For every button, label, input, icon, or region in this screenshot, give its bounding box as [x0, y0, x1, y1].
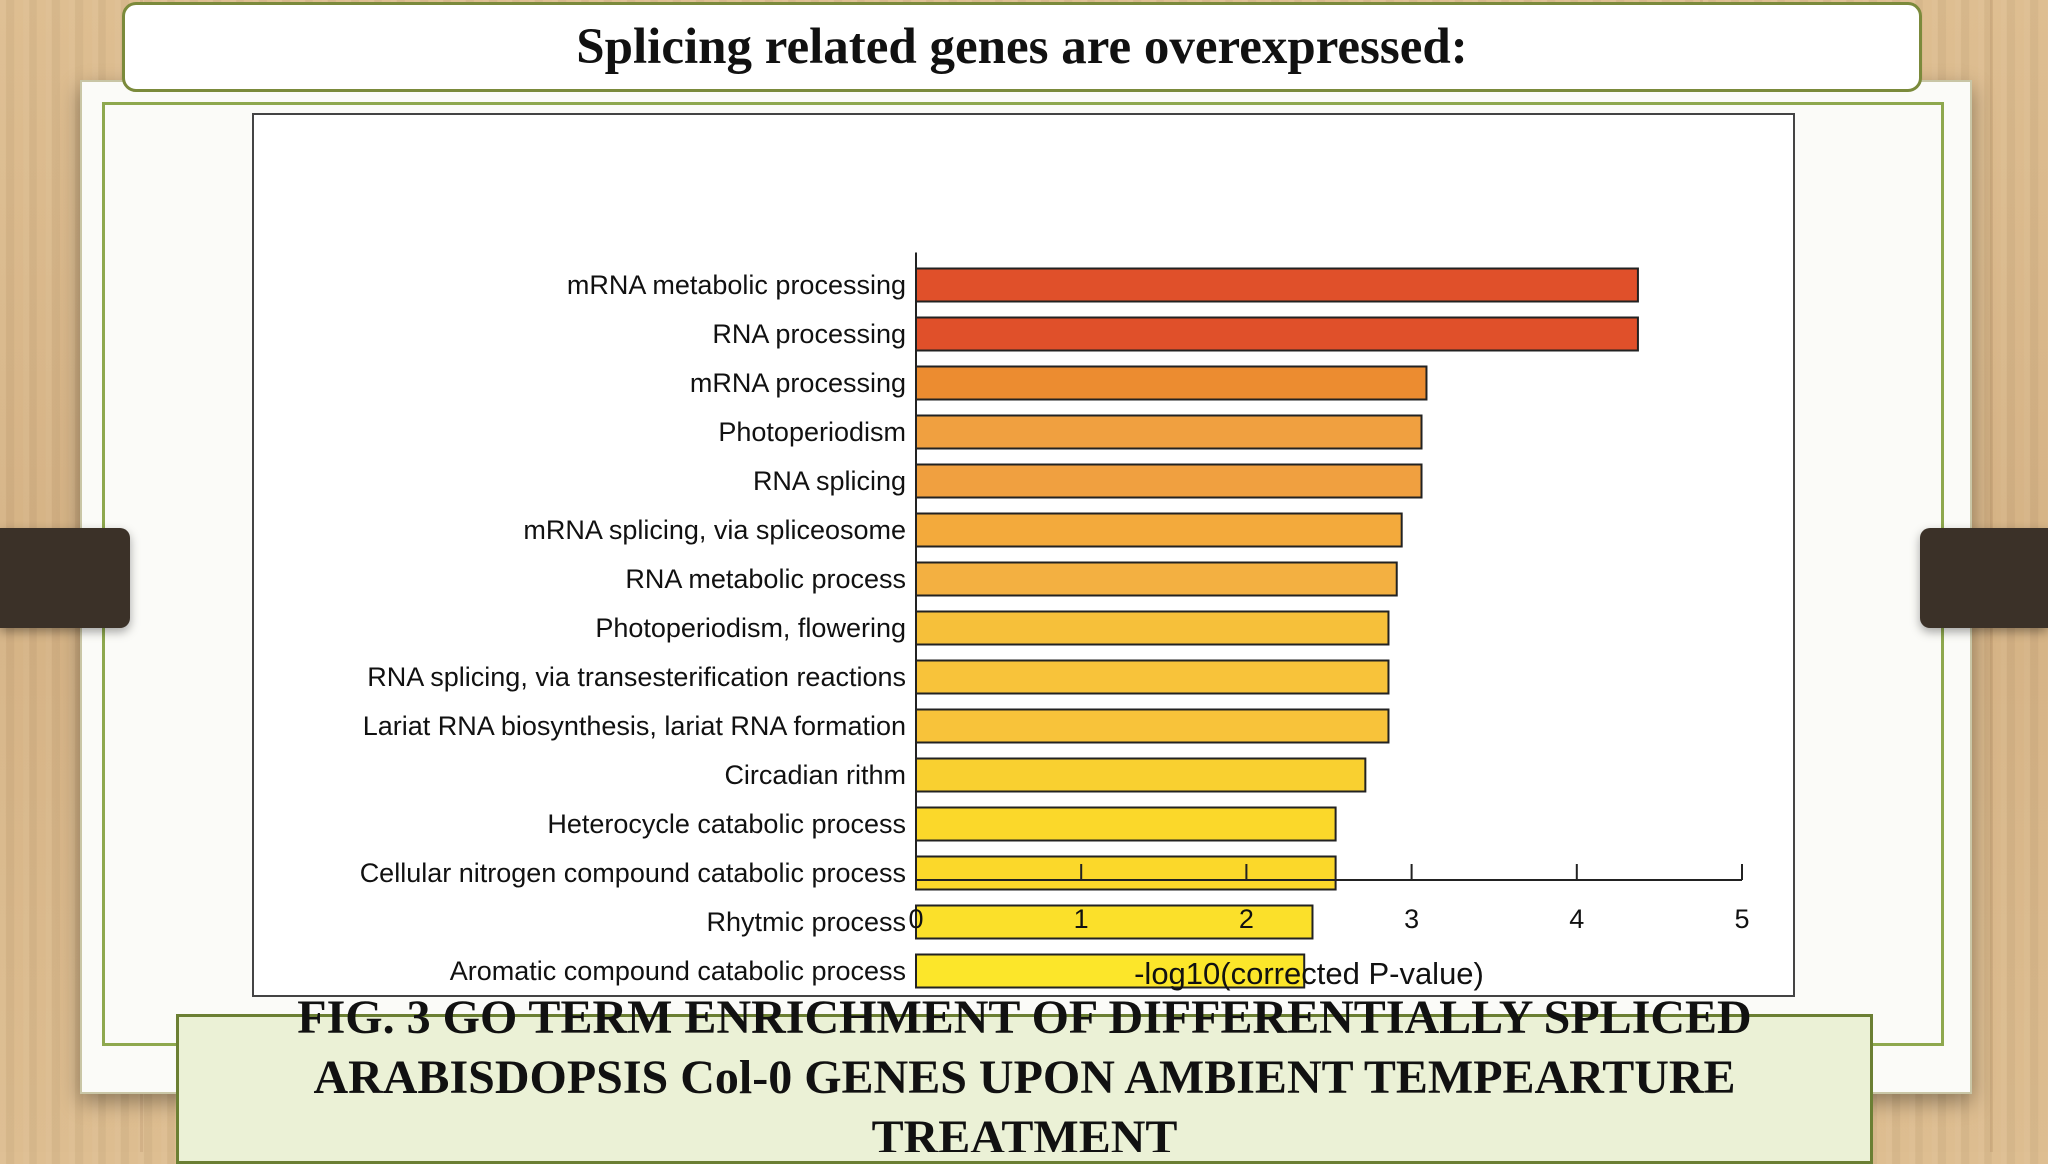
- category-label: Heterocycle catabolic process: [547, 809, 906, 839]
- x-tick-label: 4: [1569, 904, 1584, 934]
- bar: [915, 953, 1306, 989]
- category-label: RNA splicing: [753, 466, 906, 496]
- slide-title-box: Splicing related genes are overexpressed…: [122, 2, 1922, 92]
- bar: [915, 708, 1390, 744]
- go-enrichment-bar-chart: mRNA metabolic processing RNA processing m…: [360, 252, 1750, 991]
- caption-box: [176, 1014, 1873, 1164]
- x-tick-label: 0: [908, 904, 923, 934]
- bar: [915, 512, 1403, 548]
- category-label: RNA metabolic process: [625, 564, 906, 594]
- category-label: Lariat RNA biosynthesis, lariat RNA form…: [363, 711, 906, 741]
- bar: [915, 267, 1639, 303]
- category-label: Photoperiodism: [718, 417, 906, 447]
- bar: [915, 610, 1390, 646]
- category-label: mRNA processing: [690, 368, 906, 398]
- category-label: RNA splicing, via transesterification re…: [367, 662, 906, 692]
- bar: [915, 463, 1423, 499]
- bar: [915, 855, 1337, 891]
- bar: [915, 561, 1398, 597]
- category-label: Photoperiodism, flowering: [595, 613, 906, 643]
- slide-title: Splicing related genes are overexpressed…: [576, 19, 1468, 75]
- x-tick-label: 2: [1239, 904, 1254, 934]
- bar: [915, 414, 1423, 450]
- x-tick-label: 1: [1074, 904, 1089, 934]
- category-label: Cellular nitrogen compound catabolic pro…: [360, 858, 906, 888]
- category-label: mRNA splicing, via spliceosome: [523, 515, 906, 545]
- category-label: mRNA metabolic processing: [567, 270, 906, 300]
- x-tick-label: 3: [1404, 904, 1419, 934]
- category-label: RNA processing: [712, 319, 906, 349]
- chart-frame: mRNA metabolic processing RNA processing m…: [252, 113, 1795, 997]
- category-label: Rhytmic process: [706, 907, 906, 937]
- x-axis-label: -log10(corrected P-value): [1134, 956, 1484, 991]
- bar: [915, 365, 1428, 401]
- binder-clip-left: [0, 528, 130, 628]
- bar: [915, 904, 1314, 940]
- bar: [915, 806, 1337, 842]
- bar: [915, 316, 1639, 352]
- category-label: Circadian rithm: [724, 760, 906, 790]
- figure-caption: FIG. 3 GO TERM ENRICHMENT OF DIFFERENTIA…: [297, 991, 1752, 1152]
- binder-clip-right: [1920, 528, 2048, 628]
- category-label: Aromatic compound catabolic process: [450, 956, 906, 986]
- bar: [915, 757, 1367, 793]
- bar: [915, 659, 1390, 695]
- x-tick-label: 5: [1734, 904, 1749, 934]
